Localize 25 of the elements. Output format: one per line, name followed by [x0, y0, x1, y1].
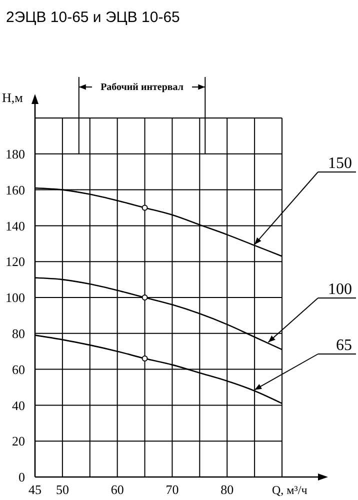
y-tick-label: 40 [12, 398, 25, 413]
y-tick-label: 20 [12, 434, 25, 449]
x-tick-label: 60 [110, 482, 124, 497]
x-tick-label: 80 [220, 482, 234, 497]
x-tick-label: 45 [28, 482, 42, 497]
x-tick-label: 70 [166, 482, 179, 497]
text: 100 [328, 281, 352, 298]
y-tick-label: 100 [6, 290, 25, 306]
x-axis-title: Q, м³/ч [272, 483, 308, 497]
chart-title: 2ЭЦВ 10-65 и ЭЦВ 10-65 [6, 9, 180, 26]
y-tick-label: 0 [18, 470, 25, 485]
point [142, 204, 148, 211]
y-tick-label: 160 [6, 182, 25, 198]
point [142, 294, 148, 300]
text: Рабочий интервал [100, 82, 184, 93]
text: 150 [328, 155, 352, 172]
point [142, 356, 148, 362]
x-tick-label: 50 [56, 482, 69, 497]
y-tick-label: 120 [6, 254, 25, 270]
y-tick-label: 140 [6, 218, 25, 234]
y-tick-label: 60 [12, 362, 25, 377]
y-tick-label: 180 [6, 146, 25, 162]
y-tick-label: 80 [12, 326, 25, 341]
y-axis-title: Н,м [2, 90, 23, 105]
text: 65 [336, 337, 352, 354]
